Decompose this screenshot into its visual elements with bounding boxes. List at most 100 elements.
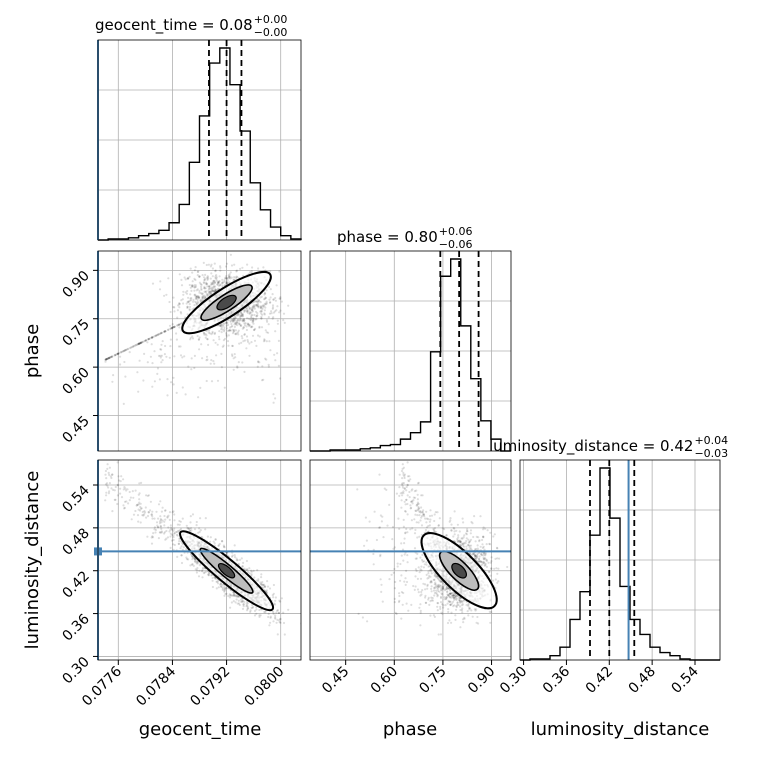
sample-point (189, 521, 192, 524)
sample-point (185, 556, 188, 559)
sample-point (478, 559, 481, 562)
sample-point (197, 396, 200, 399)
sample-point (433, 513, 436, 516)
sample-point (422, 513, 425, 516)
sample-point (252, 322, 255, 325)
sample-point (227, 344, 230, 347)
sample-point (107, 357, 110, 360)
sample-point (250, 341, 253, 344)
sample-point (232, 318, 235, 321)
sample-point (401, 491, 404, 494)
sample-point (274, 299, 277, 302)
sample-point (153, 526, 156, 529)
sample-point (245, 335, 249, 338)
sample-point (257, 578, 260, 581)
sample-point (267, 365, 270, 368)
sample-point (161, 359, 164, 362)
sample-point (194, 295, 197, 298)
sample-point (406, 484, 409, 487)
sample-point (450, 611, 453, 614)
sample-point (484, 552, 487, 555)
sample-point (120, 351, 123, 354)
sample-point (257, 306, 260, 309)
sample-point (194, 558, 197, 561)
sample-point (438, 590, 441, 593)
sample-point (231, 344, 234, 347)
sample-point (404, 510, 407, 513)
sample-point (271, 304, 275, 307)
sample-point (220, 352, 223, 355)
sample-point (112, 374, 115, 377)
sample-point (256, 334, 260, 337)
sample-point (191, 280, 194, 283)
sample-point (200, 288, 203, 291)
sample-point (255, 300, 258, 303)
sample-point (394, 611, 397, 615)
sample-point (125, 500, 128, 503)
sample-point (425, 573, 428, 577)
sample-point (207, 331, 210, 334)
sample-point (400, 542, 403, 545)
sample-point (150, 513, 153, 516)
sample-point (469, 544, 473, 547)
sample-point (178, 302, 181, 305)
sample-point (252, 319, 255, 322)
sample-point (263, 338, 266, 341)
sample-point (225, 280, 228, 283)
sample-point (219, 265, 222, 268)
sample-point (415, 569, 418, 573)
sample-point (468, 540, 472, 543)
sample-point (459, 597, 462, 600)
sample-point (402, 473, 405, 476)
sample-point (204, 528, 207, 531)
sample-point (193, 528, 197, 531)
sample-point (166, 536, 170, 539)
sample-point (206, 283, 209, 286)
sample-point (122, 350, 125, 353)
sample-point (187, 277, 190, 280)
sample-point (250, 573, 253, 576)
sample-point (274, 330, 277, 333)
sample-point (135, 504, 138, 507)
sample-point (245, 347, 248, 350)
sample-point (260, 576, 263, 579)
sample-point (208, 291, 211, 294)
sample-point (444, 597, 448, 600)
sample-point (433, 583, 436, 586)
sample-point (173, 543, 176, 547)
sample-point (213, 281, 216, 284)
sample-point (451, 602, 454, 605)
sample-point (250, 314, 253, 317)
sample-point (143, 340, 146, 343)
sample-point (250, 326, 253, 329)
sample-point (195, 562, 198, 565)
sample-point (128, 347, 131, 350)
sample-point (192, 300, 195, 303)
sample-point (378, 526, 381, 529)
sample-point (405, 527, 408, 531)
sample-point (159, 500, 162, 503)
sample-point (234, 322, 238, 325)
sample-point (436, 609, 439, 612)
sample-point (223, 337, 227, 340)
sample-point (132, 345, 136, 348)
sample-point (446, 602, 449, 605)
sample-point (475, 555, 478, 558)
sample-point (123, 500, 127, 503)
sample-point (264, 611, 267, 614)
sample-point (372, 552, 375, 556)
sample-point (165, 355, 168, 358)
sample-point (218, 338, 221, 341)
sample-point (403, 475, 406, 478)
sample-point (265, 300, 268, 303)
sample-point (110, 476, 113, 480)
sample-point (200, 287, 203, 290)
sample-point (180, 299, 183, 302)
sample-point (452, 596, 455, 599)
sample-point (262, 340, 266, 343)
sample-point (257, 579, 260, 582)
sample-point (419, 511, 422, 514)
sample-point (173, 532, 176, 535)
sample-point (283, 633, 286, 636)
sample-point (191, 271, 194, 274)
